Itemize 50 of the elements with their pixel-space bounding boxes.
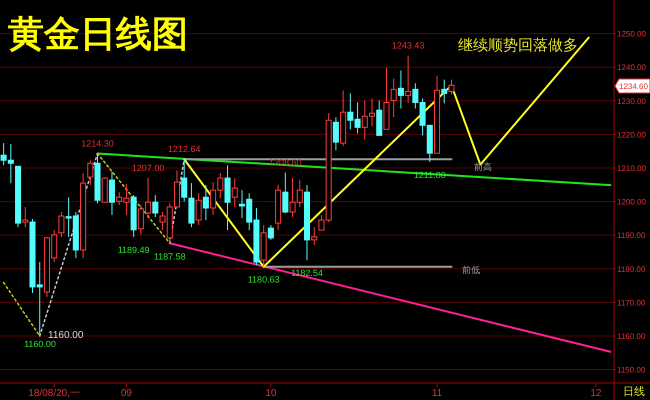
candlestick <box>232 178 238 208</box>
x-tick-label: 18/08/20,一 <box>28 388 80 399</box>
x-tick-label: 09 <box>120 388 132 399</box>
y-tick-label: 1200.00 <box>617 198 646 207</box>
annotation: 1160.00 <box>24 339 56 349</box>
y-tick-label: 1150.00 <box>617 366 646 375</box>
annotation: 1189.49 <box>118 244 150 255</box>
y-tick-label: 1230.00 <box>617 96 646 106</box>
annotation: 1160.00 <box>48 330 84 341</box>
candlestick <box>448 79 454 95</box>
y-tick-label: 1160.00 <box>617 332 646 341</box>
candlestick <box>22 206 28 228</box>
candlestick <box>282 172 288 214</box>
candlestick <box>152 194 158 218</box>
candlestick <box>398 70 404 110</box>
y-tick-label: 1190.00 <box>617 231 646 240</box>
candlestick <box>181 158 188 202</box>
candlestick <box>390 78 397 118</box>
candlestick <box>58 211 64 238</box>
chart-title: 黄金日线图 <box>8 13 188 55</box>
annotation: 1182.54 <box>291 268 323 278</box>
annotation: 1187.58 <box>154 251 186 262</box>
x-tick-label: 12 <box>590 388 602 399</box>
annotation: 1207.00 <box>132 163 164 174</box>
y-tick-label: 1210.00 <box>617 164 646 173</box>
text: 1234.60 <box>619 82 648 91</box>
annotation: 继续顺势回落做多 <box>458 37 578 54</box>
annotation: 1212.64 <box>168 144 200 154</box>
candlestick <box>202 184 209 221</box>
candlestick <box>196 192 202 226</box>
candlestick <box>268 224 274 240</box>
annotation: 1243.43 <box>392 40 424 51</box>
y-tick-label: 1250.00 <box>617 30 646 39</box>
annotation: 前高 <box>474 162 492 172</box>
text: 日线 <box>623 385 645 398</box>
annotation: 1214.30 <box>81 138 114 149</box>
y-tick-label: 1220.00 <box>617 130 646 140</box>
y-tick-label: 1170.00 <box>617 298 646 308</box>
x-tick-label: 11 <box>432 388 443 399</box>
y-tick-label: 1180.00 <box>617 264 646 274</box>
candlestick <box>332 116 339 151</box>
candlestick <box>87 160 94 186</box>
candlestick <box>405 55 412 103</box>
annotation: 前低 <box>462 265 480 275</box>
x-tick-label: 10 <box>265 388 277 399</box>
y-tick-label: 1240.00 <box>617 63 646 72</box>
annotation: 1180.63 <box>248 274 280 285</box>
candlestick <box>441 79 448 104</box>
candlestick <box>311 226 318 246</box>
candlestick <box>108 172 115 216</box>
